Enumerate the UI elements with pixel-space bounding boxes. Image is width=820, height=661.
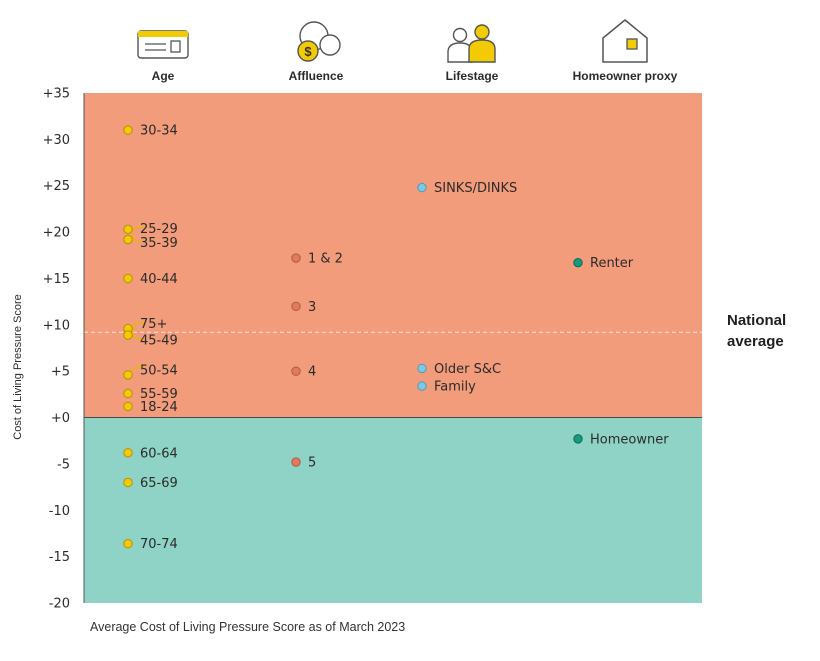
y-tick-label: +5 xyxy=(51,365,70,380)
national-average-label: average xyxy=(727,333,784,350)
bracket-connector xyxy=(132,321,146,340)
national-average-label: National xyxy=(727,312,786,329)
point-label: 60-64 xyxy=(140,446,178,461)
house-icon xyxy=(602,19,648,63)
person-head-highlight xyxy=(474,24,490,40)
data-point xyxy=(123,224,133,235)
id-card-photo xyxy=(170,40,181,53)
person-body-highlight xyxy=(468,39,496,63)
point-label: Older S&C xyxy=(434,362,501,377)
coins-icon: $ xyxy=(297,21,341,62)
y-tick-label: +25 xyxy=(43,179,70,194)
data-point xyxy=(123,401,133,412)
data-point xyxy=(123,538,133,549)
point-label: 50-54 xyxy=(140,363,178,378)
point-label: 65-69 xyxy=(140,476,178,491)
point-label: 75+ xyxy=(140,317,167,332)
family-icon xyxy=(447,24,496,63)
chart-caption: Average Cost of Living Pressure Score as… xyxy=(90,620,405,634)
data-point xyxy=(123,234,133,245)
y-tick-label: -20 xyxy=(49,597,70,612)
plot-regions xyxy=(84,93,702,603)
national-average-line: National average xyxy=(84,312,786,350)
person-head xyxy=(452,27,468,43)
above-zero-region xyxy=(84,93,702,418)
y-tick-label: +0 xyxy=(51,411,70,426)
y-tick-label: +20 xyxy=(43,226,70,241)
y-tick-label: -5 xyxy=(57,457,70,472)
y-axis: +35 +30 +25 +20 +15 +10 +5 +0 -5 -10 -15 -20 xyxy=(43,87,85,612)
below-zero-region xyxy=(84,417,702,603)
data-point xyxy=(123,388,133,399)
data-point xyxy=(123,370,133,380)
point-label: 45-49 xyxy=(140,334,178,349)
data-point xyxy=(123,125,133,135)
point-label: 5 xyxy=(308,456,316,471)
id-card-icon xyxy=(137,30,189,59)
y-tick-label: +15 xyxy=(43,272,70,287)
point-label: 30-34 xyxy=(140,124,178,139)
point-label: 70-74 xyxy=(140,537,178,552)
data-point xyxy=(123,477,133,488)
leader-line xyxy=(130,365,147,373)
point-label: SINKS/DINKS xyxy=(434,181,517,196)
data-point xyxy=(291,366,301,376)
data-point xyxy=(417,182,427,193)
y-tick-label: -15 xyxy=(49,550,70,565)
bracket-connector xyxy=(132,226,146,243)
y-tick-label: +30 xyxy=(43,133,70,148)
point-label: 40-44 xyxy=(140,272,178,287)
data-point xyxy=(291,457,301,467)
point-label: 25-29 xyxy=(140,222,178,237)
category-label: Homeowner proxy xyxy=(573,69,678,83)
house-outline xyxy=(602,19,648,63)
point-label: Family xyxy=(434,380,476,395)
y-tick-label: -10 xyxy=(49,504,70,519)
y-tick-label: +35 xyxy=(43,87,70,102)
category-label: Lifestage xyxy=(446,69,499,83)
dollar-sign: $ xyxy=(304,44,312,59)
y-axis-label: Cost of Living Pressure Score xyxy=(12,294,24,440)
data-point xyxy=(291,253,301,263)
data-point xyxy=(291,301,301,311)
y-tick-label: +10 xyxy=(43,318,70,333)
point-label: 1 & 2 xyxy=(308,252,343,267)
point-label: Renter xyxy=(590,256,634,271)
point-label: Homeowner xyxy=(590,432,669,447)
data-point xyxy=(573,434,583,444)
data-point xyxy=(123,330,133,340)
point-label: 55-59 xyxy=(140,387,178,402)
data-point xyxy=(123,273,133,284)
point-label: 35-39 xyxy=(140,236,178,251)
house-window xyxy=(626,38,638,50)
category-label: Age xyxy=(152,69,175,83)
id-card-stripe xyxy=(138,31,188,37)
data-point xyxy=(573,257,583,268)
category-label: Affluence xyxy=(289,69,344,83)
point-label: 3 xyxy=(308,300,316,315)
category-header: Age $ Affluence Lifestage Homeowner proxy xyxy=(137,19,678,83)
data-point xyxy=(417,381,427,391)
data-point xyxy=(123,448,133,458)
point-label: 4 xyxy=(308,365,316,380)
point-label: 18-24 xyxy=(140,400,178,415)
data-point xyxy=(417,363,427,374)
coin xyxy=(319,34,341,56)
coin-gold xyxy=(297,40,319,62)
